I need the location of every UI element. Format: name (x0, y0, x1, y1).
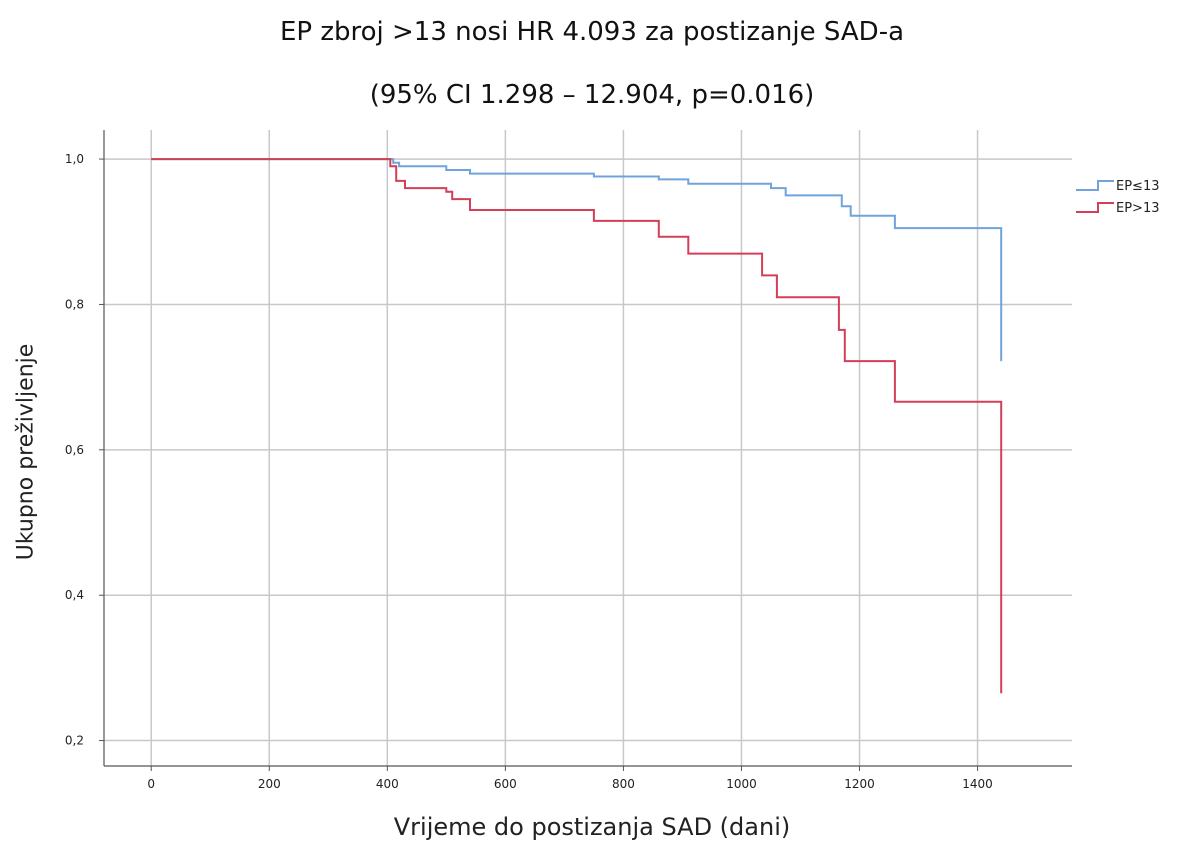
x-axis-label: Vrijeme do postizanja SAD (dani) (393, 813, 791, 841)
x-tick-label-400: 400 (376, 777, 399, 791)
series-layer (151, 158, 1003, 694)
y-tick-label-0,4: 0,4 (65, 588, 84, 602)
series-line-ep-le-13 (151, 158, 1003, 362)
chart-subtitle: (95% CI 1.298 – 12.904, p=0.016) (369, 80, 815, 110)
x-tick-label-1400: 1400 (962, 777, 993, 791)
x-tick-label-200: 200 (258, 777, 281, 791)
chart-title: EP zbroj >13 nosi HR 4.093 za postizanje… (279, 17, 905, 47)
y-tick-label-1,0: 1,0 (65, 152, 84, 166)
x-tick-label-800: 800 (612, 777, 635, 791)
legend-label-ep-le-13: EP≤13 (1116, 179, 1160, 194)
x-tick-label-600: 600 (494, 777, 517, 791)
y-axis-label: Ukupno preživljenje (13, 343, 39, 561)
x-tick-label-0: 0 (147, 777, 155, 791)
series-line-ep-gt-13 (151, 158, 1003, 694)
legend: EP≤13 EP>13 (1076, 179, 1160, 216)
y-tick-label-0,6: 0,6 (65, 443, 84, 457)
axis-ticks: 0 200 400 600 800 1000 1200 1400 0,2 0,4 0,6 0,8 1,0 (65, 152, 993, 791)
legend-label-ep-gt-13: EP>13 (1116, 201, 1160, 216)
x-tick-label-1200: 1200 (844, 777, 875, 791)
y-tick-label-0,2: 0,2 (65, 734, 84, 748)
legend-swatch-ep-le-13 (1076, 180, 1114, 191)
axes (103, 130, 1072, 767)
legend-swatch-ep-gt-13 (1076, 202, 1114, 213)
grid-lines (104, 130, 1072, 766)
x-tick-label-1000: 1000 (726, 777, 757, 791)
y-tick-label-0,8: 0,8 (65, 297, 84, 311)
